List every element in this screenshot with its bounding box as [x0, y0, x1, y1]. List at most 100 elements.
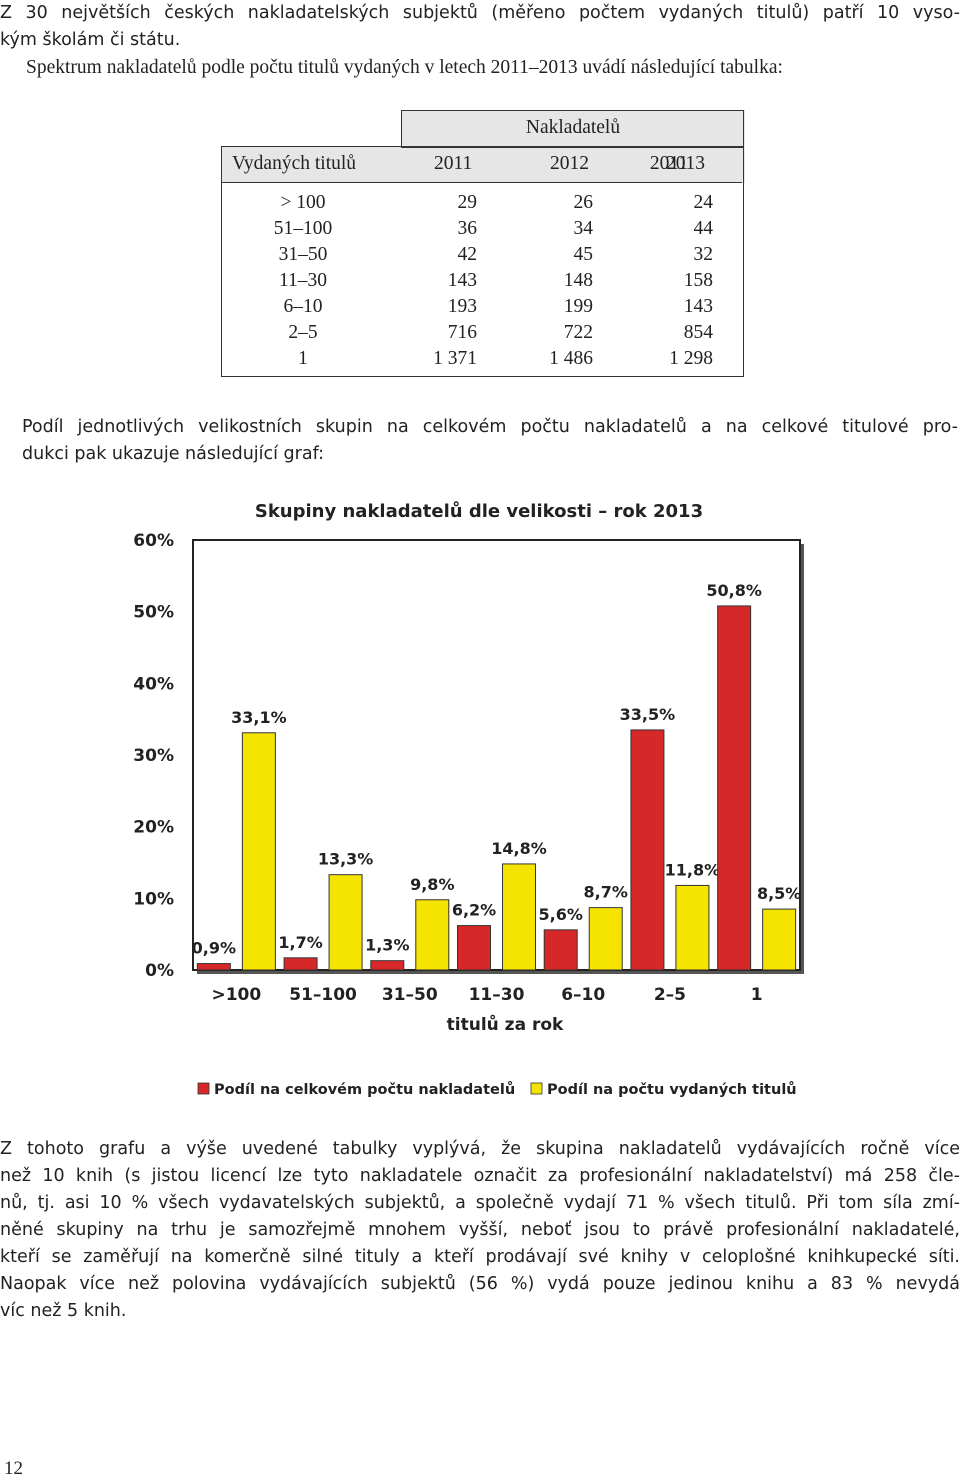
bar-titles-share — [328, 874, 363, 971]
bar-titles-share — [415, 899, 450, 971]
table-cell: 722 — [563, 322, 593, 343]
table-cell: 42 — [457, 244, 478, 265]
y-tick-label: 60% — [133, 531, 174, 551]
table-cell: 193 — [447, 296, 477, 317]
table-cell: 1 371 — [433, 348, 477, 369]
x-tick-label: >100 — [211, 985, 261, 1005]
intro-line-3: Spektrum nakladatelů podle počtu titulů … — [26, 57, 783, 78]
table-cell: 143 — [447, 270, 477, 291]
chart-legend: Podíl na celkovém počtu nakladatelů Podíl… — [197, 1081, 797, 1098]
x-tick-label: 1 — [751, 985, 763, 1005]
table-cell: 45 — [573, 244, 594, 265]
table-column-2012: 26 34 45 148 199 722 1 486 — [517, 190, 593, 372]
table-cell: 26 — [573, 192, 594, 213]
table-cell: 51–100 — [273, 218, 333, 239]
closing-line: něné skupiny na trhu je samozřejmě mnohe… — [0, 1220, 960, 1240]
closing-line: nů, tj. asi 10 % všech vydavatelských su… — [0, 1193, 960, 1213]
table-cell: 32 — [693, 244, 714, 265]
legend-swatch — [530, 1082, 543, 1095]
legend-swatch — [197, 1082, 210, 1095]
table-year-2011: 2011 — [649, 153, 689, 174]
table-year-2013: 2013 — [666, 153, 705, 174]
legend-label: Podíl na celkovém počtu nakladatelů — [214, 1081, 515, 1098]
y-tick-label: 40% — [133, 674, 174, 694]
bar-value-label: 9,8% — [410, 875, 454, 894]
y-tick-label: 30% — [133, 746, 174, 766]
intro-line-1: Z 30 největších českých nakladatelských … — [0, 3, 960, 23]
table-cell: 143 — [683, 296, 713, 317]
table-group-header: Nakladatelů — [525, 117, 621, 138]
bar-titles-share — [588, 907, 623, 971]
intro-line-2: kým školám či státu. — [0, 30, 181, 50]
closing-line: kteří se zaměřují na komerčně silné titu… — [0, 1247, 960, 1267]
plot-area: 0% 10% 20% 30% 40% 50% 60% 0,9% 33,1% >100 1,7% 13,… — [133, 531, 804, 1005]
publishers-table: Nakladatelů Vydaných titulů 2011 2011 20… — [221, 110, 745, 378]
bar-publishers-share — [196, 963, 231, 971]
table-cell: 1 — [298, 348, 308, 369]
x-tick-label: 31–50 — [382, 985, 438, 1005]
bar-value-label: 13,3% — [318, 850, 374, 869]
chart-title: Skupiny nakladatelů dle velikosti – rok … — [255, 500, 703, 522]
x-tick-label: 6–10 — [561, 985, 605, 1005]
closing-line: Z tohoto grafu a výše uvedené tabulky vy… — [0, 1139, 960, 1159]
bar-titles-share — [762, 908, 797, 971]
table-cell: 6–10 — [283, 296, 323, 317]
table-cell: 716 — [447, 322, 477, 343]
y-tick-label: 10% — [133, 889, 174, 909]
bar-publishers-share — [283, 957, 318, 971]
bar-value-label: 1,3% — [365, 936, 409, 955]
bar-titles-share — [502, 863, 536, 971]
x-tick-label: 11–30 — [469, 985, 525, 1005]
table-year-2012: 2012 — [550, 153, 589, 174]
bar-value-label: 14,8% — [491, 839, 547, 858]
table-cell: 148 — [563, 270, 593, 291]
y-tick-label: 0% — [145, 961, 174, 981]
bar-value-label: 8,5% — [757, 884, 801, 903]
bar-value-label: 33,5% — [620, 705, 676, 724]
table-column-2013: 24 44 32 158 143 854 1 298 — [637, 190, 713, 372]
bar-publishers-share — [717, 605, 752, 971]
table-cell: 34 — [573, 218, 594, 239]
legend-label: Podíl na počtu vydaných titulů — [547, 1081, 797, 1098]
bar-publishers-share — [543, 929, 578, 971]
table-cell: 854 — [683, 322, 713, 343]
table-cell: 2–5 — [288, 322, 318, 343]
middle-line-2: dukci pak ukazuje následující graf: — [22, 444, 325, 464]
table-column-ranges: > 100 51–100 31–50 11–30 6–10 2–5 1 — [263, 190, 343, 372]
intro-paragraph: Z 30 největších českých nakladatelských … — [0, 0, 960, 81]
bar-value-label: 33,1% — [231, 708, 287, 727]
table-cell: 31–50 — [278, 244, 328, 265]
bar-publishers-share — [457, 925, 491, 971]
table-cell: 11–30 — [278, 270, 328, 291]
y-tick-label: 20% — [133, 818, 174, 838]
bar-value-label: 11,8% — [665, 860, 721, 879]
bar-value-label: 0,9% — [192, 939, 236, 958]
table-cell: 29 — [457, 192, 478, 213]
table-row-header: Vydaných titulů — [232, 153, 357, 174]
bar-titles-share — [241, 732, 276, 971]
table-cell: 24 — [693, 192, 714, 213]
middle-paragraph: Podíl jednotlivých velikostních skupin n… — [22, 414, 958, 468]
bar-value-label: 8,7% — [584, 883, 628, 902]
table-cell: > 100 — [280, 192, 326, 213]
page-number: 12 — [4, 1458, 23, 1479]
table-cell: 1 486 — [549, 348, 593, 369]
x-axis-label: titulů za rok — [447, 1013, 564, 1035]
closing-paragraph: Z tohoto grafu a výše uvedené tabulky vy… — [0, 1136, 960, 1325]
closing-line: než 10 knih (s jistou licencí lze tyto n… — [0, 1166, 960, 1186]
x-tick-label: 51–100 — [289, 985, 357, 1005]
middle-line-1: Podíl jednotlivých velikostních skupin n… — [22, 417, 958, 437]
table-year-2011: 2011 — [434, 153, 473, 174]
table-cell: 158 — [683, 270, 713, 291]
table-column-2011: 29 36 42 143 193 716 1 371 — [401, 190, 477, 372]
bar-value-label: 50,8% — [706, 581, 762, 600]
bar-value-label: 6,2% — [452, 901, 496, 920]
closing-line: Naopak více než polovina vydávajících su… — [0, 1274, 960, 1294]
bar-value-label: 5,6% — [539, 905, 583, 924]
closing-line: víc než 5 knih. — [0, 1301, 127, 1321]
bar-chart: Skupiny nakladatelů dle velikosti – rok … — [133, 500, 804, 1098]
y-tick-label: 50% — [133, 603, 174, 623]
table-cell: 1 298 — [669, 348, 713, 369]
x-tick-label: 2–5 — [654, 985, 686, 1005]
bar-publishers-share — [370, 960, 405, 971]
